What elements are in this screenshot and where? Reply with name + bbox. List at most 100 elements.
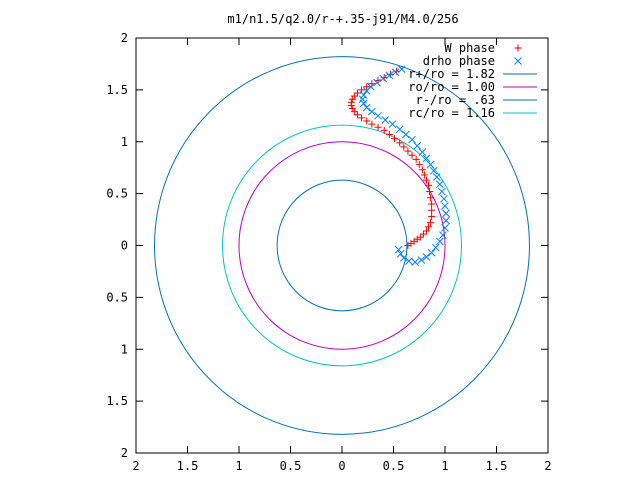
point-s1-6 — [362, 87, 371, 95]
legend-label-4: r-/ro = .63 — [416, 93, 495, 107]
point-s1-33 — [431, 243, 440, 252]
point-s0-5 — [363, 83, 371, 91]
point-s0-14 — [353, 111, 361, 119]
point-s1-1 — [391, 68, 400, 77]
point-s1-20 — [422, 154, 431, 163]
point-s1-31 — [439, 231, 447, 239]
point-s1-14 — [388, 120, 397, 128]
point-s1-12 — [374, 111, 382, 120]
point-s0-16 — [363, 117, 371, 125]
point-s0-45 — [404, 242, 412, 249]
point-s1-22 — [429, 166, 438, 175]
point-s0-21 — [391, 135, 399, 143]
point-s1-18 — [413, 142, 422, 150]
point-s1-28 — [442, 209, 450, 218]
point-s1-24 — [435, 180, 444, 189]
point-s0-39 — [422, 227, 430, 235]
point-s1-11 — [368, 107, 376, 116]
point-s0-17 — [368, 120, 376, 128]
point-s0-26 — [412, 155, 420, 163]
legend-label-2: r+/ro = 1.82 — [408, 67, 495, 81]
point-s1-32 — [435, 237, 444, 246]
point-s0-32 — [426, 188, 434, 196]
phase-points — [347, 65, 450, 266]
point-s1-17 — [408, 135, 416, 144]
x-tick-label: 0 — [338, 459, 345, 473]
point-s0-19 — [380, 126, 388, 134]
point-s0-40 — [419, 230, 427, 238]
x-tick-label: 1.5 — [177, 459, 199, 473]
point-s1-34 — [427, 248, 436, 257]
point-s0-33 — [427, 194, 435, 202]
point-s0-13 — [350, 108, 358, 116]
point-s1-9 — [359, 99, 368, 108]
point-s0-23 — [400, 143, 408, 151]
y-tick-label: 1 — [121, 342, 128, 356]
point-s0-7 — [353, 89, 361, 97]
point-s1-21 — [426, 160, 435, 169]
legend-marker-0 — [514, 44, 522, 52]
point-s1-39 — [399, 254, 408, 262]
point-s1-29 — [442, 216, 450, 225]
x-tick-label: 2 — [132, 459, 139, 473]
y-tick-label: 0.5 — [106, 290, 128, 304]
y-tick-label: 2 — [121, 31, 128, 45]
point-s0-3 — [374, 77, 382, 85]
reference-circles — [154, 56, 530, 435]
circle-series-2 — [154, 56, 530, 435]
x-tick-label: 1.5 — [486, 459, 508, 473]
point-s1-0 — [397, 65, 406, 73]
x-tick-label: 0.5 — [280, 459, 302, 473]
legend-label-1: drho phase — [423, 54, 495, 68]
legend-label-5: rc/ro = 1.16 — [408, 106, 495, 120]
x-tick-label: 1 — [235, 459, 242, 473]
point-s0-6 — [358, 86, 366, 94]
point-s1-27 — [441, 202, 449, 210]
point-s1-26 — [440, 194, 448, 203]
x-tick-label: 0.5 — [383, 459, 405, 473]
point-s0-28 — [418, 166, 426, 174]
axis-ticks: 2 1.5 1 0.5 0 0.5 1 1.5 221.510.500.511.52 — [106, 31, 551, 473]
circle-series-5 — [222, 124, 462, 367]
point-s0-36 — [428, 212, 436, 220]
y-tick-label: 0.5 — [106, 187, 128, 201]
point-s1-38 — [405, 257, 413, 265]
point-s1-4 — [373, 78, 381, 87]
point-s0-15 — [358, 114, 366, 122]
point-s0-22 — [396, 139, 404, 147]
circle-series-4 — [276, 179, 408, 312]
y-tick-label: 0 — [121, 239, 128, 253]
point-s0-20 — [385, 130, 393, 138]
x-tick-label: 1 — [441, 459, 448, 473]
point-s0-30 — [422, 176, 430, 184]
point-s1-15 — [395, 125, 404, 134]
x-tick-label: 2 — [544, 459, 551, 473]
legend-label-0: W phase — [444, 41, 495, 55]
point-s0-38 — [425, 223, 433, 231]
point-s0-35 — [428, 206, 436, 214]
y-tick-label: 2 — [121, 446, 128, 460]
point-s1-25 — [438, 187, 446, 196]
legend-label-3: ro/ro = 1.00 — [408, 80, 495, 94]
point-s1-35 — [422, 253, 431, 261]
y-tick-label: 1.5 — [106, 394, 128, 408]
legend-marker-1 — [514, 57, 522, 65]
point-s1-10 — [362, 103, 371, 112]
point-s1-40 — [396, 249, 405, 258]
point-s0-29 — [420, 171, 428, 179]
point-s0-27 — [415, 161, 423, 169]
point-s0-37 — [427, 219, 435, 227]
point-s1-2 — [385, 71, 394, 80]
y-tick-label: 1.5 — [106, 83, 128, 97]
y-tick-label: 1 — [121, 135, 128, 149]
point-s1-30 — [441, 224, 449, 232]
point-s1-3 — [379, 74, 388, 83]
point-s0-34 — [428, 200, 436, 208]
point-s0-24 — [404, 147, 412, 155]
point-s0-18 — [374, 123, 382, 131]
point-s0-31 — [425, 181, 433, 189]
point-s1-36 — [417, 256, 426, 264]
point-s1-19 — [418, 148, 427, 156]
